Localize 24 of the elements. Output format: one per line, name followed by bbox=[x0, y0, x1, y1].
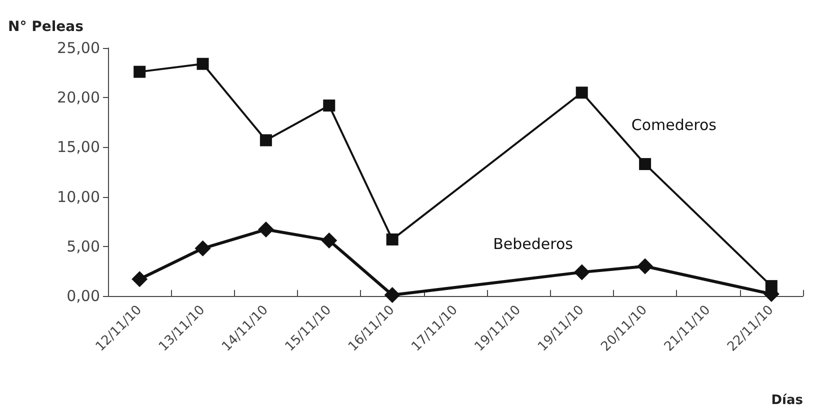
x-axis-title: Días bbox=[771, 393, 804, 408]
point bbox=[132, 271, 148, 288]
point bbox=[260, 134, 272, 146]
point bbox=[576, 86, 588, 99]
point bbox=[196, 58, 209, 70]
point bbox=[134, 66, 146, 78]
y-tick-label: 15,00 bbox=[57, 138, 100, 156]
point bbox=[639, 158, 652, 170]
y-tick-label: 0,00 bbox=[66, 287, 100, 305]
y-axis-title: N° Peleas bbox=[8, 19, 84, 35]
point bbox=[323, 100, 336, 112]
point bbox=[637, 258, 654, 274]
point bbox=[386, 233, 398, 246]
point bbox=[194, 240, 211, 256]
y-tick-label: 10,00 bbox=[57, 188, 100, 206]
y-tick-label: 25,00 bbox=[57, 39, 100, 57]
series-label: Comederos bbox=[631, 116, 717, 134]
point bbox=[384, 287, 400, 304]
point bbox=[321, 232, 338, 248]
y-tick-label: 5,00 bbox=[66, 237, 100, 256]
series-label: Bebederos bbox=[493, 235, 574, 254]
point bbox=[574, 264, 590, 280]
point bbox=[258, 222, 274, 238]
y-tick-label: 20,00 bbox=[57, 88, 100, 107]
